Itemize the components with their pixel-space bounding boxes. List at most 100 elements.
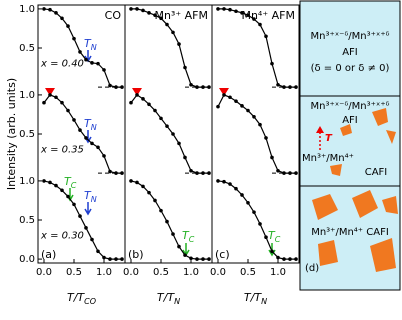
text: T	[64, 175, 72, 188]
x-axis-label: T/TCO	[67, 291, 96, 306]
x-tick-label: 0.5	[66, 267, 82, 278]
data-point	[282, 171, 286, 175]
data-point	[153, 198, 157, 203]
data-point	[159, 16, 163, 21]
x-axis-label-sub: N	[174, 297, 180, 306]
data-point	[240, 11, 244, 15]
plot-frame	[211, 4, 300, 264]
annotation-text: TN	[84, 37, 97, 52]
data-point	[102, 68, 106, 72]
data-point	[141, 8, 145, 13]
data-point	[54, 183, 58, 188]
data-point	[141, 184, 145, 189]
y-tick-label: 1.0	[19, 90, 35, 101]
data-point	[276, 168, 280, 173]
data-point	[294, 85, 298, 89]
panel-title: CO	[105, 9, 122, 22]
series-label: x = 0.40	[40, 59, 84, 70]
temperature-label: T	[325, 133, 333, 144]
panel-label: (d)	[305, 263, 319, 274]
arrow	[84, 202, 92, 216]
data-point	[54, 95, 58, 100]
x-tick-label: 0.0	[36, 267, 52, 278]
phase-text: Mn³⁺/Mn⁴⁺ CAFI	[311, 227, 389, 238]
annotation: TC	[64, 175, 77, 202]
data-point	[48, 180, 52, 185]
annotation-text: TC	[64, 175, 77, 190]
data-point	[183, 253, 187, 257]
domain	[386, 130, 396, 144]
data-point	[159, 116, 163, 121]
data-point	[171, 132, 175, 136]
phase-text: AFI	[342, 115, 358, 126]
data-point	[135, 93, 139, 97]
data-point	[129, 7, 133, 11]
data-point	[171, 30, 175, 35]
series-line	[130, 94, 209, 174]
text: T	[182, 229, 190, 242]
data-point	[207, 85, 211, 89]
domain	[382, 196, 398, 214]
peak-arrow	[219, 88, 229, 96]
data-point	[234, 99, 238, 103]
data-point	[288, 171, 292, 175]
data-point	[108, 169, 112, 174]
data-point	[72, 202, 76, 207]
phase-text: CAFI	[365, 167, 388, 178]
y-tick-label: 1.0	[19, 176, 35, 187]
text: T	[84, 117, 92, 130]
data-point	[216, 104, 220, 109]
data-point	[288, 85, 292, 89]
data-point	[42, 100, 46, 105]
domain	[370, 238, 396, 272]
data-point	[120, 85, 124, 89]
data-point	[108, 83, 112, 88]
domain	[330, 164, 342, 176]
sub: C	[275, 235, 281, 244]
x-axis-label-main: T/T	[67, 291, 85, 304]
data-point	[282, 85, 286, 89]
data-point	[108, 257, 112, 261]
data-point	[147, 11, 151, 15]
data-point	[228, 95, 232, 100]
x-axis-label: T/TN	[244, 291, 267, 306]
data-point	[234, 9, 238, 14]
data-point	[96, 61, 100, 66]
annotation-text: TC	[182, 229, 195, 244]
data-point	[207, 257, 211, 261]
data-point	[66, 194, 70, 199]
data-point	[42, 7, 46, 11]
data-point	[222, 7, 226, 11]
y-tick-label: 0.0	[19, 254, 35, 265]
data-point	[78, 50, 82, 54]
domains	[312, 108, 398, 272]
x-axis-label-main: T/T	[157, 291, 175, 304]
phase-text: Mn³⁺ˣ⁻ᵟ/Mn³⁺ˣ⁺ᵟ	[310, 101, 389, 112]
data-point	[195, 257, 199, 261]
y-axis-label: Intensity (arb. units)	[5, 78, 18, 190]
data-point	[288, 257, 292, 261]
x-tick-label: 0.0	[123, 267, 139, 278]
panel-label: (c)	[215, 248, 230, 261]
data-point	[114, 257, 118, 261]
data-point	[201, 85, 205, 89]
data-point	[129, 179, 133, 183]
data-point	[258, 122, 262, 127]
data-point	[84, 226, 88, 230]
data-point	[276, 82, 280, 87]
data-point	[228, 7, 232, 12]
x-tick-label: 0.5	[153, 267, 169, 278]
data-point	[147, 102, 151, 107]
phase-text: Mn³⁺/Mn⁴⁺	[302, 153, 354, 164]
data-point	[270, 61, 274, 66]
y-tick-label: 0.5	[19, 43, 35, 54]
annotation-text: TN	[84, 189, 97, 204]
data-point	[102, 154, 106, 158]
x-tick-label: 0.0	[210, 267, 226, 278]
series-label: x = 0.35	[40, 145, 84, 156]
text: T	[84, 37, 92, 50]
series-label: x = 0.30	[40, 231, 84, 242]
domain	[318, 240, 338, 266]
data-point	[240, 104, 244, 108]
